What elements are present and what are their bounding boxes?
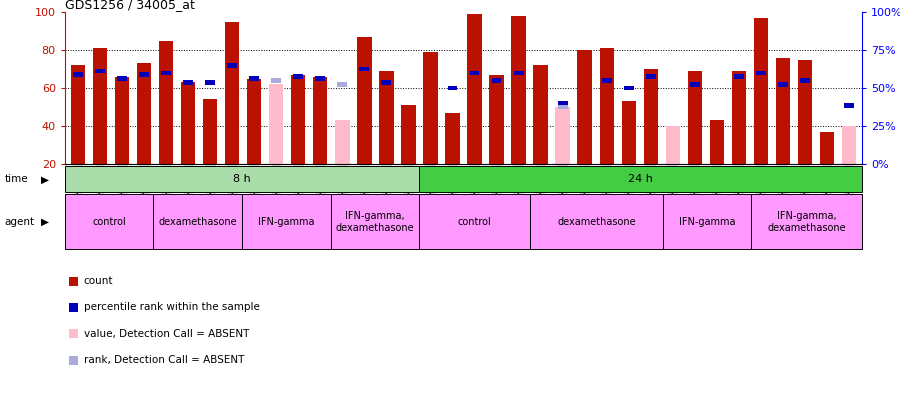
Bar	[514, 70, 524, 75]
Bar	[688, 105, 702, 164]
Bar	[599, 48, 614, 164]
Bar	[73, 72, 83, 77]
Bar	[313, 77, 328, 164]
Bar	[293, 75, 303, 79]
Text: value, Detection Call = ABSENT: value, Detection Call = ABSENT	[84, 329, 249, 339]
Text: ▶: ▶	[40, 217, 49, 227]
Bar	[65, 166, 419, 192]
Bar	[225, 21, 239, 164]
Bar	[530, 194, 662, 249]
Bar	[490, 75, 504, 164]
Text: ▶: ▶	[40, 175, 49, 184]
Bar	[534, 65, 548, 164]
Bar	[95, 68, 105, 73]
Text: IFN-gamma: IFN-gamma	[679, 217, 735, 227]
Bar	[844, 103, 854, 108]
Bar	[734, 75, 743, 79]
Bar	[419, 194, 530, 249]
Bar	[379, 71, 393, 164]
Bar	[423, 52, 437, 164]
Text: agent: agent	[4, 217, 34, 227]
Bar	[732, 71, 746, 164]
Bar	[357, 37, 372, 164]
Bar	[646, 75, 656, 79]
Bar	[842, 126, 856, 164]
Bar	[778, 82, 788, 87]
Bar	[470, 70, 480, 75]
Bar	[71, 65, 86, 164]
Bar	[555, 107, 570, 164]
Bar	[401, 105, 416, 164]
Bar	[558, 105, 568, 109]
Bar	[249, 76, 259, 81]
Bar	[291, 75, 305, 164]
Bar	[558, 101, 568, 106]
Bar	[359, 67, 369, 71]
Bar	[335, 120, 349, 164]
Text: percentile rank within the sample: percentile rank within the sample	[84, 303, 259, 312]
Text: dexamethasone: dexamethasone	[158, 217, 237, 227]
Bar	[662, 194, 752, 249]
Bar	[467, 14, 482, 164]
Bar	[269, 84, 284, 164]
Bar	[446, 113, 460, 164]
Bar	[820, 132, 834, 164]
Bar	[447, 86, 457, 90]
Bar	[271, 78, 281, 83]
Bar	[578, 50, 592, 164]
Bar	[315, 76, 325, 81]
Bar	[753, 18, 768, 164]
Text: IFN-gamma,
dexamethasone: IFN-gamma, dexamethasone	[768, 211, 846, 232]
Bar	[161, 70, 171, 75]
Bar	[117, 76, 127, 81]
Bar	[710, 120, 724, 164]
Bar	[644, 69, 658, 164]
Bar	[800, 78, 810, 83]
Text: control: control	[458, 217, 491, 227]
Text: IFN-gamma: IFN-gamma	[258, 217, 315, 227]
Bar	[776, 58, 790, 164]
Bar	[242, 194, 330, 249]
Bar	[797, 60, 812, 164]
Bar	[137, 64, 151, 164]
Bar	[419, 166, 862, 192]
Text: 24 h: 24 h	[628, 174, 653, 184]
Text: rank, Detection Call = ABSENT: rank, Detection Call = ABSENT	[84, 355, 244, 365]
Bar	[666, 126, 680, 164]
Bar	[93, 48, 107, 164]
Bar	[622, 101, 636, 164]
Bar	[205, 80, 215, 85]
Text: GDS1256 / 34005_at: GDS1256 / 34005_at	[65, 0, 194, 11]
Bar	[115, 77, 130, 164]
Bar	[184, 80, 194, 85]
Bar	[624, 86, 634, 90]
Bar	[756, 70, 766, 75]
Bar	[159, 40, 174, 164]
Text: time: time	[4, 175, 28, 184]
Bar	[382, 80, 392, 85]
Text: IFN-gamma,
dexamethasone: IFN-gamma, dexamethasone	[336, 211, 414, 232]
Bar	[248, 79, 261, 164]
Text: dexamethasone: dexamethasone	[557, 217, 635, 227]
Bar	[689, 82, 699, 87]
Text: count: count	[84, 276, 113, 286]
Bar	[65, 194, 153, 249]
Bar	[491, 78, 501, 83]
Bar	[140, 72, 149, 77]
Text: control: control	[92, 217, 126, 227]
Bar	[153, 194, 242, 249]
Bar	[181, 82, 195, 164]
Bar	[752, 194, 862, 249]
Bar	[338, 82, 347, 87]
Bar	[330, 194, 419, 249]
Bar	[688, 71, 702, 164]
Bar	[203, 100, 217, 164]
Bar	[602, 78, 612, 83]
Bar	[511, 16, 526, 164]
Bar	[228, 63, 238, 68]
Text: 8 h: 8 h	[233, 174, 251, 184]
